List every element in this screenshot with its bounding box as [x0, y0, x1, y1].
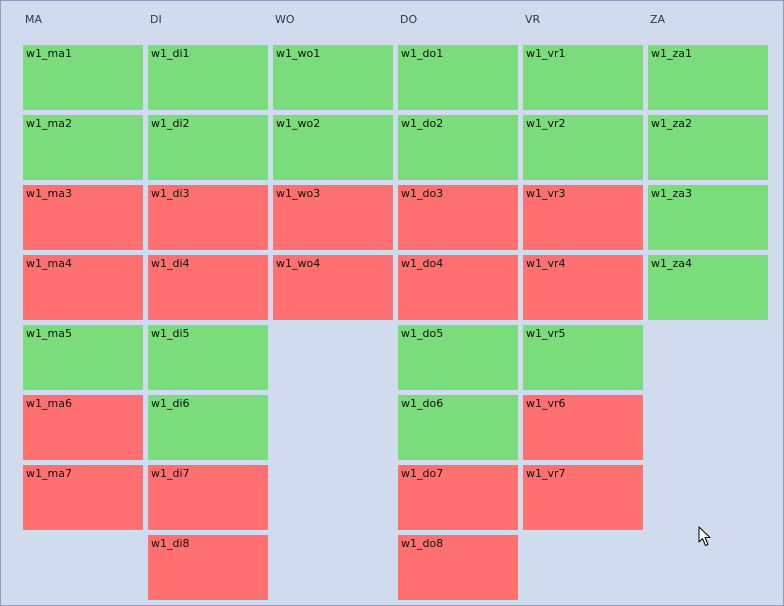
- time-slot[interactable]: w1_vr5: [523, 325, 643, 390]
- time-slot[interactable]: w1_di5: [148, 325, 268, 390]
- time-slot[interactable]: w1_za3: [648, 185, 768, 250]
- time-slot[interactable]: w1_do4: [398, 255, 518, 320]
- time-slot[interactable]: w1_do1: [398, 45, 518, 110]
- time-slot[interactable]: w1_di3: [148, 185, 268, 250]
- time-slot[interactable]: w1_ma5: [23, 325, 143, 390]
- time-slot[interactable]: w1_vr6: [523, 395, 643, 460]
- time-slot[interactable]: w1_di8: [148, 535, 268, 600]
- day-header: ZA: [650, 13, 666, 26]
- day-header: MA: [25, 13, 43, 26]
- time-slot[interactable]: w1_vr1: [523, 45, 643, 110]
- time-slot[interactable]: w1_di7: [148, 465, 268, 530]
- time-slot[interactable]: w1_do5: [398, 325, 518, 390]
- time-slot[interactable]: w1_do8: [398, 535, 518, 600]
- day-header: VR: [525, 13, 541, 26]
- time-slot[interactable]: w1_wo3: [273, 185, 393, 250]
- time-slot[interactable]: w1_za1: [648, 45, 768, 110]
- day-header: WO: [275, 13, 295, 26]
- time-slot[interactable]: w1_vr2: [523, 115, 643, 180]
- time-slot[interactable]: w1_ma3: [23, 185, 143, 250]
- time-slot[interactable]: w1_vr3: [523, 185, 643, 250]
- mouse-pointer-icon: [698, 526, 711, 546]
- time-slot[interactable]: w1_do2: [398, 115, 518, 180]
- time-slot[interactable]: w1_wo4: [273, 255, 393, 320]
- time-slot[interactable]: w1_ma4: [23, 255, 143, 320]
- day-header: DO: [400, 13, 418, 26]
- time-slot[interactable]: w1_za4: [648, 255, 768, 320]
- time-slot[interactable]: w1_vr4: [523, 255, 643, 320]
- time-slot[interactable]: w1_wo2: [273, 115, 393, 180]
- time-slot[interactable]: w1_ma7: [23, 465, 143, 530]
- time-slot[interactable]: w1_za2: [648, 115, 768, 180]
- time-slot[interactable]: w1_di6: [148, 395, 268, 460]
- time-slot[interactable]: w1_ma6: [23, 395, 143, 460]
- time-slot[interactable]: w1_vr7: [523, 465, 643, 530]
- time-slot[interactable]: w1_ma2: [23, 115, 143, 180]
- time-slot[interactable]: w1_ma1: [23, 45, 143, 110]
- time-slot[interactable]: w1_do3: [398, 185, 518, 250]
- time-slot[interactable]: w1_di1: [148, 45, 268, 110]
- time-slot[interactable]: w1_do7: [398, 465, 518, 530]
- time-slot[interactable]: w1_di2: [148, 115, 268, 180]
- time-slot[interactable]: w1_wo1: [273, 45, 393, 110]
- time-slot[interactable]: w1_di4: [148, 255, 268, 320]
- time-slot[interactable]: w1_do6: [398, 395, 518, 460]
- day-header: DI: [150, 13, 162, 26]
